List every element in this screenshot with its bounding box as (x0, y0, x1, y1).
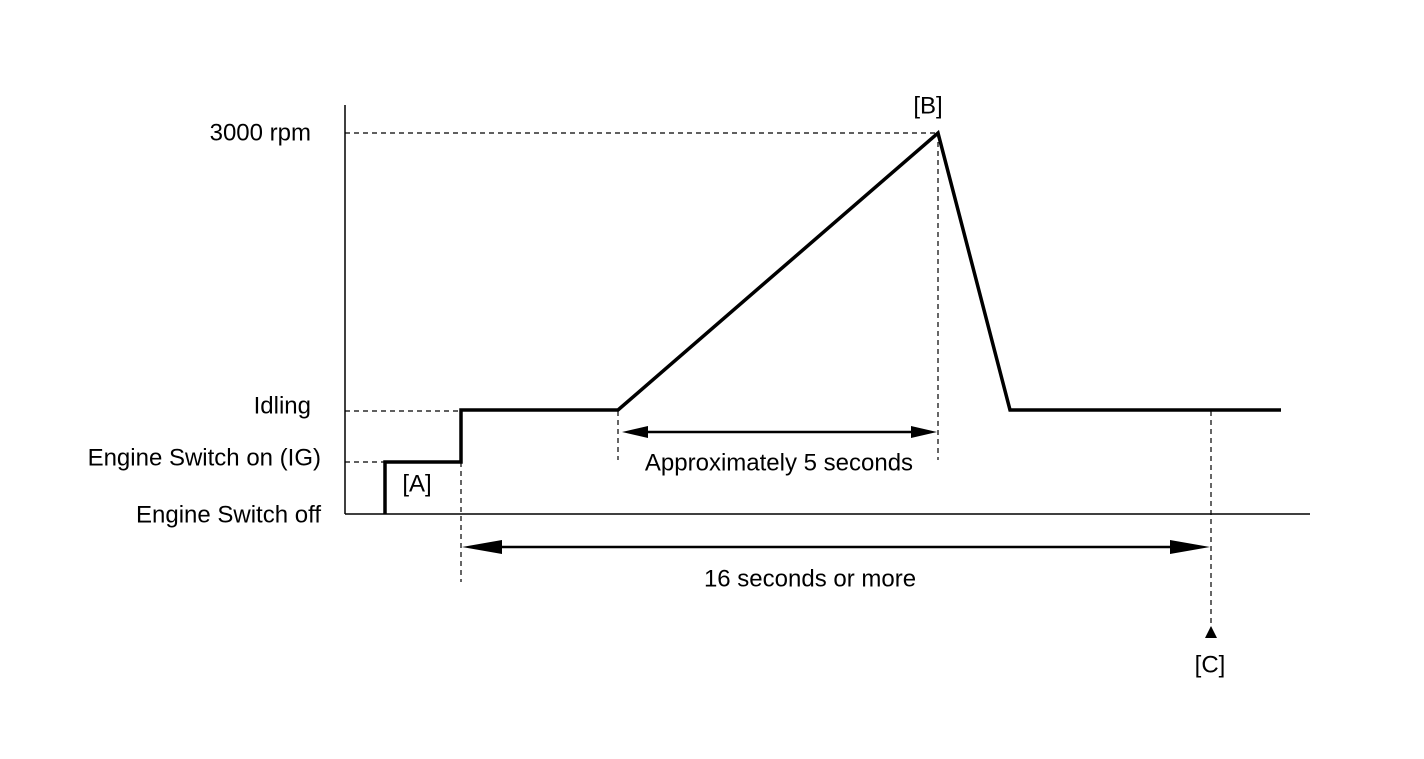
marker-label: [B] (913, 92, 942, 119)
marker-label: [C] (1195, 651, 1226, 678)
arrowhead (462, 540, 502, 554)
arrowhead (622, 426, 648, 438)
duration-label: Approximately 5 seconds (645, 449, 913, 476)
level-label: Engine Switch on (IG) (88, 444, 321, 471)
level-label: Engine Switch off (136, 501, 321, 528)
level-label: Idling (254, 392, 311, 419)
marker-label: [A] (402, 470, 431, 497)
duration-label: 16 seconds or more (704, 565, 916, 592)
arrowhead (911, 426, 937, 438)
arrowhead (1170, 540, 1210, 554)
level-label: 3000 rpm (210, 119, 311, 146)
rpm-trace (383, 129, 1281, 514)
marker-triangle (1205, 626, 1217, 638)
